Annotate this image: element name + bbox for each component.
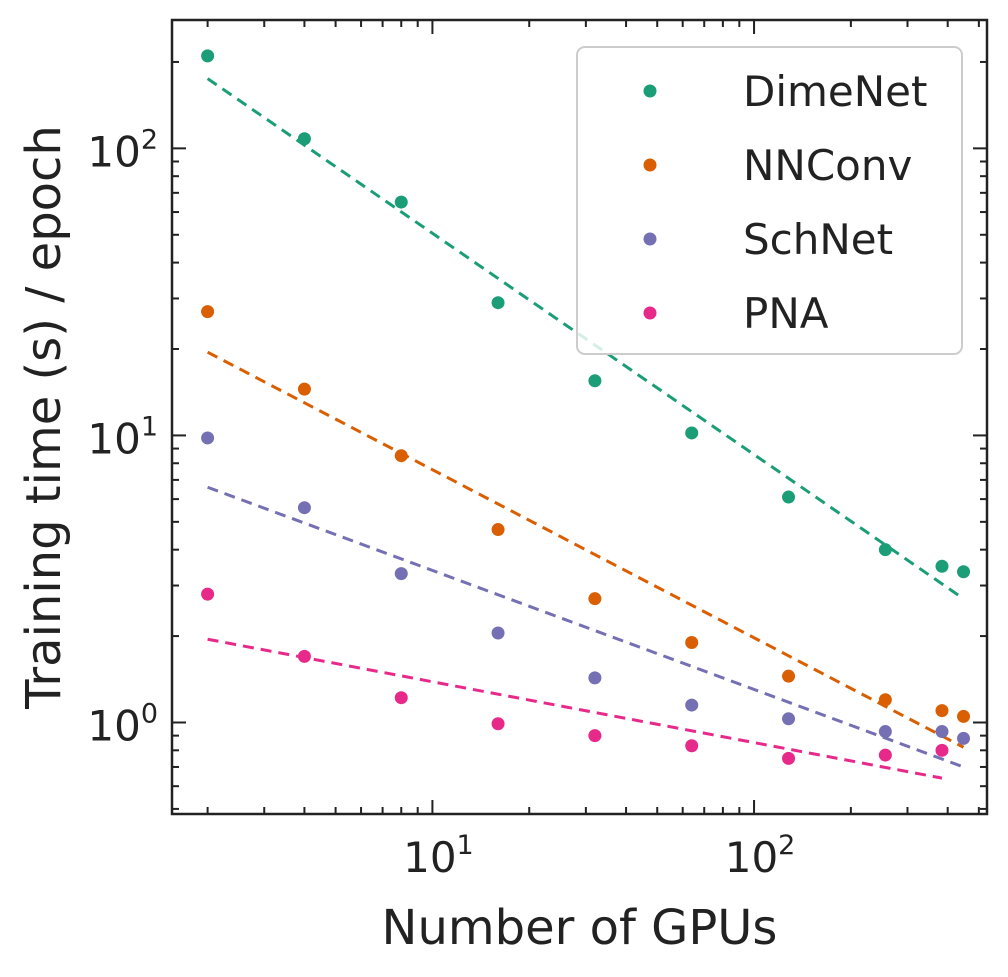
data-point-nnconv	[935, 704, 949, 718]
legend: DimeNet NNConv SchNet PNA	[576, 46, 963, 355]
data-point-pna	[878, 748, 892, 762]
series-schnet	[201, 431, 971, 769]
data-point-dimenet	[588, 374, 602, 388]
fit-line-schnet	[207, 485, 965, 769]
data-point-dimenet	[935, 559, 949, 573]
data-point-nnconv	[878, 693, 892, 707]
data-point-dimenet	[782, 490, 796, 504]
data-point-pna	[491, 717, 505, 731]
y-tick-label-base: 10	[87, 127, 140, 176]
fit-line-nnconv	[206, 350, 965, 749]
y-tick-label-base: 10	[87, 701, 140, 750]
legend-marker-dimenet	[643, 84, 657, 98]
data-point-dimenet	[297, 132, 311, 146]
data-point-pna	[685, 739, 699, 753]
y-tick-label-exponent: 1	[141, 411, 158, 442]
data-point-pna	[588, 729, 602, 743]
data-point-schnet	[394, 567, 408, 581]
data-point-schnet	[201, 431, 215, 445]
data-point-schnet	[588, 671, 602, 685]
legend-label-dimenet: DimeNet	[743, 67, 928, 116]
fit-line-pna	[207, 637, 943, 780]
data-point-schnet	[685, 698, 699, 712]
legend-label-nnconv: NNConv	[743, 141, 912, 190]
data-point-nnconv	[201, 305, 215, 319]
y-axis-title: Training time (s) / epoch	[16, 125, 72, 710]
legend-marker-nnconv	[643, 158, 657, 172]
legend-marker-pna	[643, 306, 657, 320]
x-tick-label-exponent: 1	[457, 830, 474, 861]
data-point-nnconv	[394, 449, 408, 463]
data-point-dimenet	[685, 426, 699, 440]
x-tick-label: 102	[725, 830, 796, 882]
legend-label-schnet: SchNet	[743, 215, 893, 264]
data-point-dimenet	[878, 543, 892, 557]
data-point-nnconv	[685, 635, 699, 649]
data-point-nnconv	[957, 709, 971, 723]
data-point-schnet	[957, 731, 971, 745]
series-pna	[201, 587, 949, 780]
series-nnconv	[201, 305, 971, 749]
x-tick-label-base: 10	[403, 833, 456, 882]
plot-marks	[201, 49, 971, 780]
data-point-schnet	[297, 501, 311, 515]
legend-box	[576, 46, 963, 355]
y-tick-label: 101	[87, 411, 158, 463]
y-tick-label: 102	[87, 124, 158, 176]
data-point-dimenet	[394, 195, 408, 209]
y-tick-label-exponent: 0	[141, 698, 158, 729]
y-tick-label: 100	[87, 698, 158, 750]
data-point-schnet	[782, 712, 796, 726]
data-point-pna	[297, 649, 311, 663]
data-point-nnconv	[588, 592, 602, 606]
data-point-schnet	[491, 626, 505, 640]
data-point-nnconv	[491, 523, 505, 537]
data-point-pna	[935, 743, 949, 757]
data-point-dimenet	[201, 49, 215, 63]
data-point-dimenet	[957, 565, 971, 579]
x-axis-title: Number of GPUs	[382, 900, 778, 956]
data-point-nnconv	[782, 669, 796, 683]
data-point-nnconv	[297, 382, 311, 396]
x-tick-label: 101	[403, 830, 474, 882]
x-tick-label-base: 10	[725, 833, 778, 882]
data-point-pna	[782, 751, 796, 765]
legend-marker-schnet	[643, 232, 657, 246]
y-tick-label-base: 10	[87, 414, 140, 463]
axis-ticks	[172, 20, 987, 814]
data-point-schnet	[878, 725, 892, 739]
x-tick-label-exponent: 2	[778, 830, 795, 861]
data-point-dimenet	[491, 296, 505, 310]
plot-frame	[170, 18, 989, 816]
data-point-schnet	[935, 725, 949, 739]
data-point-pna	[201, 587, 215, 601]
legend-label-pna: PNA	[743, 289, 829, 338]
y-tick-label-exponent: 2	[141, 124, 158, 155]
data-point-pna	[394, 691, 408, 705]
